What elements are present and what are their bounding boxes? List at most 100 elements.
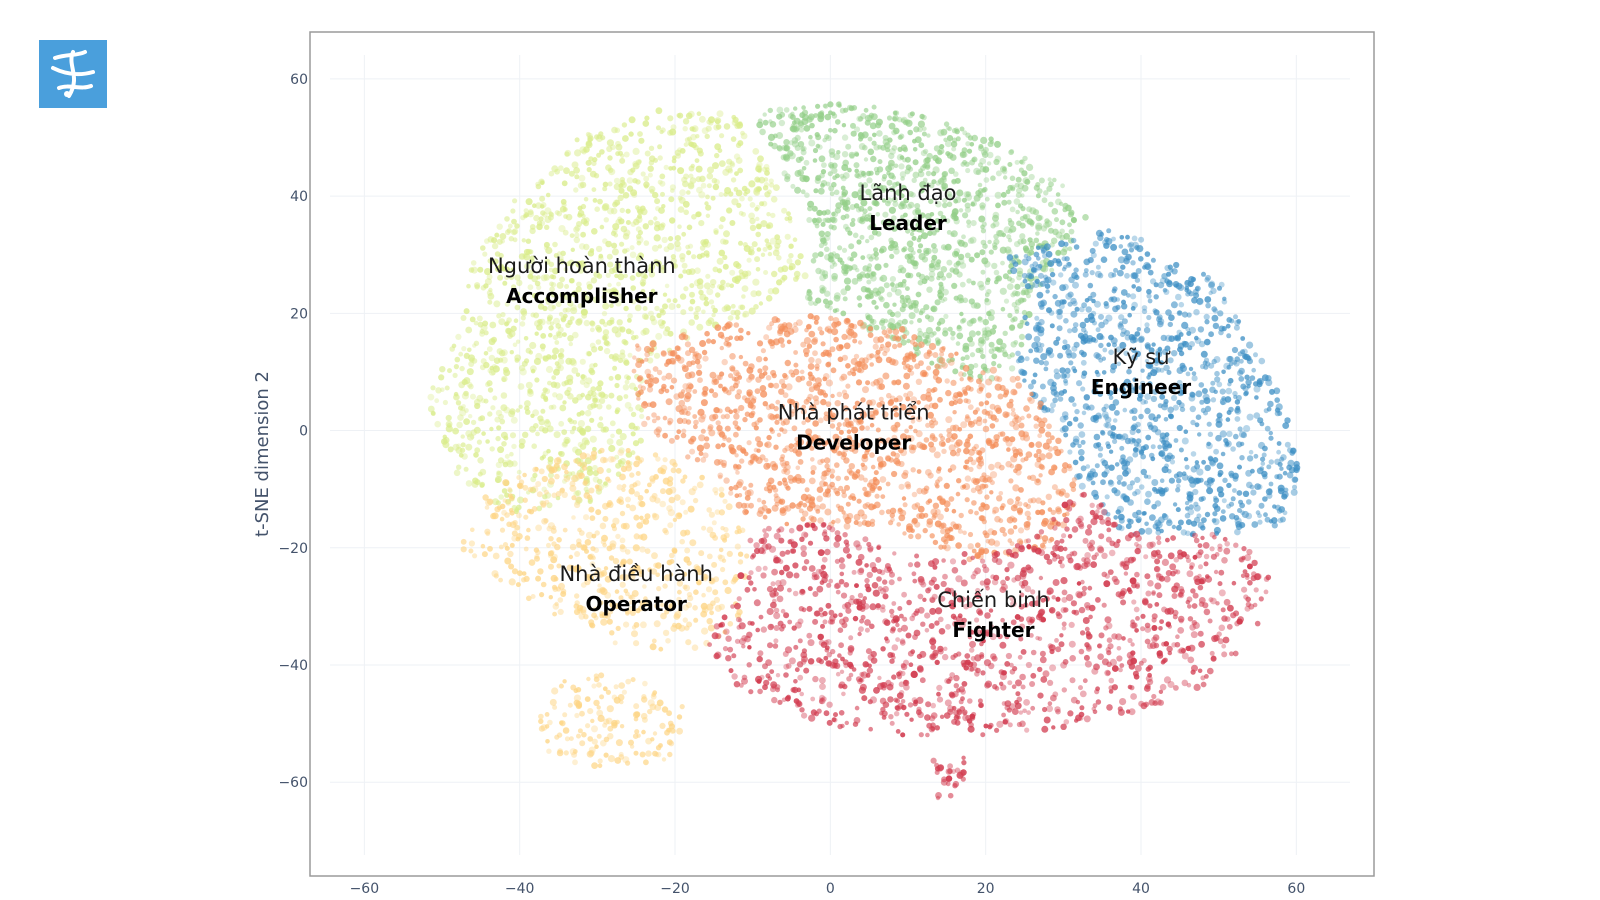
- scatter-point: [577, 182, 585, 189]
- scatter-point: [1035, 478, 1041, 483]
- scatter-point: [595, 339, 602, 345]
- scatter-point: [793, 126, 800, 133]
- scatter-point: [708, 429, 716, 437]
- scatter-point: [655, 260, 662, 267]
- scatter-point: [555, 495, 561, 501]
- scatter-point: [930, 305, 938, 312]
- scatter-point: [685, 350, 691, 357]
- scatter-point: [998, 346, 1005, 353]
- scatter-point: [904, 156, 911, 163]
- scatter-point: [1026, 515, 1032, 521]
- scatter-point: [668, 437, 675, 444]
- scatter-point: [1221, 498, 1227, 504]
- scatter-point: [1167, 321, 1174, 328]
- scatter-point: [779, 378, 786, 385]
- scatter-point: [461, 404, 466, 409]
- scatter-point: [746, 489, 754, 497]
- scatter-point: [1208, 280, 1216, 288]
- scatter-point: [863, 107, 869, 113]
- scatter-point: [898, 163, 905, 170]
- scatter-point: [1275, 403, 1283, 411]
- scatter-point: [602, 426, 609, 433]
- scatter-point: [1059, 284, 1066, 292]
- scatter-point: [1178, 301, 1185, 308]
- scatter-point: [1260, 461, 1266, 466]
- scatter-point: [963, 447, 970, 455]
- scatter-point: [1220, 509, 1226, 514]
- scatter-point: [781, 207, 788, 214]
- scatter-point: [945, 389, 952, 397]
- scatter-point: [989, 423, 996, 429]
- scatter-point: [1211, 314, 1219, 322]
- scatter-point: [473, 398, 481, 406]
- scatter-point: [994, 279, 999, 285]
- scatter-point: [1039, 280, 1046, 287]
- scatter-point: [686, 190, 691, 195]
- scatter-point: [869, 362, 874, 367]
- scatter-point: [1022, 297, 1027, 303]
- scatter-point: [1246, 413, 1254, 421]
- scatter-point: [1069, 481, 1077, 489]
- scatter-point: [862, 144, 868, 151]
- scatter-point: [1051, 208, 1059, 215]
- scatter-point: [940, 436, 946, 441]
- scatter-point: [1101, 356, 1107, 361]
- scatter-point: [862, 503, 869, 510]
- scatter-point: [1005, 460, 1012, 468]
- scatter-point: [501, 266, 507, 272]
- scatter-point: [1039, 509, 1046, 516]
- scatter-point: [883, 301, 890, 309]
- scatter-point: [575, 286, 582, 293]
- scatter-point: [1168, 477, 1175, 484]
- scatter-point: [668, 303, 676, 310]
- scatter-point: [452, 443, 460, 451]
- scatter-point: [742, 360, 749, 367]
- scatter-point: [692, 389, 698, 394]
- scatter-point: [1006, 199, 1012, 205]
- scatter-point: [841, 164, 849, 171]
- scatter-point: [964, 497, 970, 503]
- scatter-point: [1012, 423, 1020, 431]
- scatter-point: [1173, 283, 1179, 288]
- scatter-point: [1014, 159, 1020, 165]
- scatter-point: [580, 374, 586, 380]
- scatter-point: [704, 436, 710, 442]
- scatter-point: [704, 330, 710, 337]
- scatter-point: [918, 360, 924, 366]
- scatter-point: [501, 377, 507, 383]
- scatter-point: [748, 502, 754, 509]
- scatter-point: [728, 486, 734, 491]
- scatter-point: [712, 183, 720, 191]
- scatter-point: [1163, 289, 1170, 295]
- scatter-point: [944, 527, 950, 532]
- scatter-point: [977, 450, 983, 456]
- scatter-point: [504, 216, 510, 222]
- scatter-point: [1080, 386, 1086, 392]
- scatter-point: [579, 181, 587, 189]
- scatter-point: [1000, 306, 1006, 312]
- scatter-point: [829, 216, 836, 223]
- scatter-point: [511, 198, 518, 204]
- scatter-point: [720, 238, 726, 245]
- scatter-point: [1188, 366, 1194, 372]
- scatter-point: [483, 283, 489, 289]
- scatter-point: [1221, 369, 1226, 375]
- scatter-point: [786, 339, 792, 345]
- scatter-point: [1186, 312, 1192, 318]
- scatter-point: [1015, 350, 1021, 357]
- scatter-point: [623, 305, 629, 312]
- scatter-point: [704, 201, 709, 206]
- scatter-point: [542, 212, 548, 218]
- scatter-point: [836, 391, 843, 398]
- scatter-point: [937, 396, 943, 403]
- scatter-point: [525, 248, 532, 255]
- scatter-point: [661, 383, 667, 390]
- scatter-point: [738, 354, 744, 360]
- scatter-point: [632, 355, 637, 360]
- scatter-point: [688, 319, 695, 326]
- scatter-point: [733, 431, 739, 438]
- scatter-point: [770, 196, 778, 203]
- scatter-point: [849, 367, 856, 374]
- scatter-point: [642, 223, 649, 230]
- scatter-point: [837, 257, 843, 263]
